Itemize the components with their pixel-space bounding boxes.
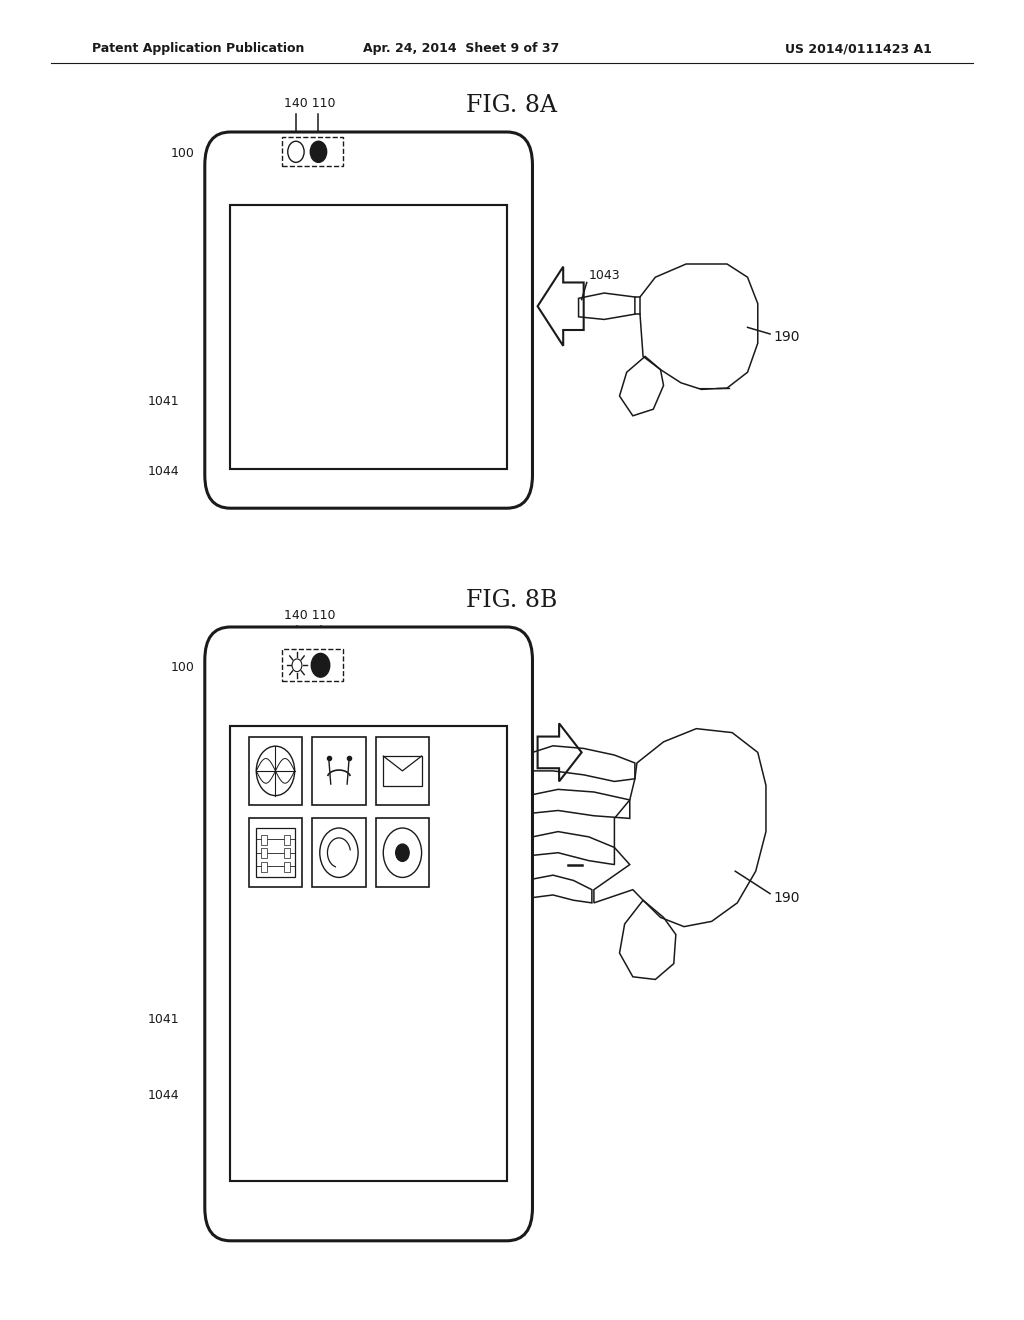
Text: 140 110: 140 110 [284, 609, 335, 622]
Text: 1044: 1044 [147, 1089, 179, 1102]
Circle shape [311, 653, 330, 677]
Bar [312, 818, 366, 887]
Bar [282, 137, 343, 166]
Circle shape [256, 746, 295, 796]
Circle shape [383, 828, 422, 878]
Text: 1041: 1041 [147, 1012, 179, 1026]
Bar [284, 862, 290, 871]
Bar [261, 862, 267, 871]
Text: 100: 100 [171, 147, 195, 160]
Text: 1044: 1044 [147, 465, 179, 478]
Circle shape [292, 659, 302, 672]
Bar [256, 828, 295, 878]
Bar [230, 205, 507, 469]
Text: FIG. 8A: FIG. 8A [467, 94, 557, 117]
FancyBboxPatch shape [205, 132, 532, 508]
Text: Patent Application Publication: Patent Application Publication [92, 42, 304, 55]
Circle shape [310, 141, 327, 162]
Bar [376, 818, 429, 887]
Text: US 2014/0111423 A1: US 2014/0111423 A1 [785, 42, 932, 55]
Bar [230, 726, 507, 1181]
Bar [282, 649, 343, 681]
Bar [383, 756, 422, 785]
Bar [249, 818, 302, 887]
Text: 140 110: 140 110 [284, 96, 335, 110]
Text: FIG. 8B: FIG. 8B [466, 589, 558, 612]
Text: 1043: 1043 [589, 269, 621, 282]
Circle shape [319, 828, 358, 878]
Text: Apr. 24, 2014  Sheet 9 of 37: Apr. 24, 2014 Sheet 9 of 37 [362, 42, 559, 55]
Bar [376, 737, 429, 805]
Bar [261, 834, 267, 845]
Circle shape [395, 843, 410, 862]
Circle shape [288, 141, 304, 162]
FancyBboxPatch shape [205, 627, 532, 1241]
Text: 190: 190 [773, 330, 800, 343]
Bar [249, 737, 302, 805]
Bar [284, 834, 290, 845]
Bar [284, 849, 290, 858]
Bar [261, 849, 267, 858]
Text: 190: 190 [773, 891, 800, 904]
Bar [312, 737, 366, 805]
Text: 1041: 1041 [147, 395, 179, 408]
Text: 100: 100 [171, 661, 195, 675]
